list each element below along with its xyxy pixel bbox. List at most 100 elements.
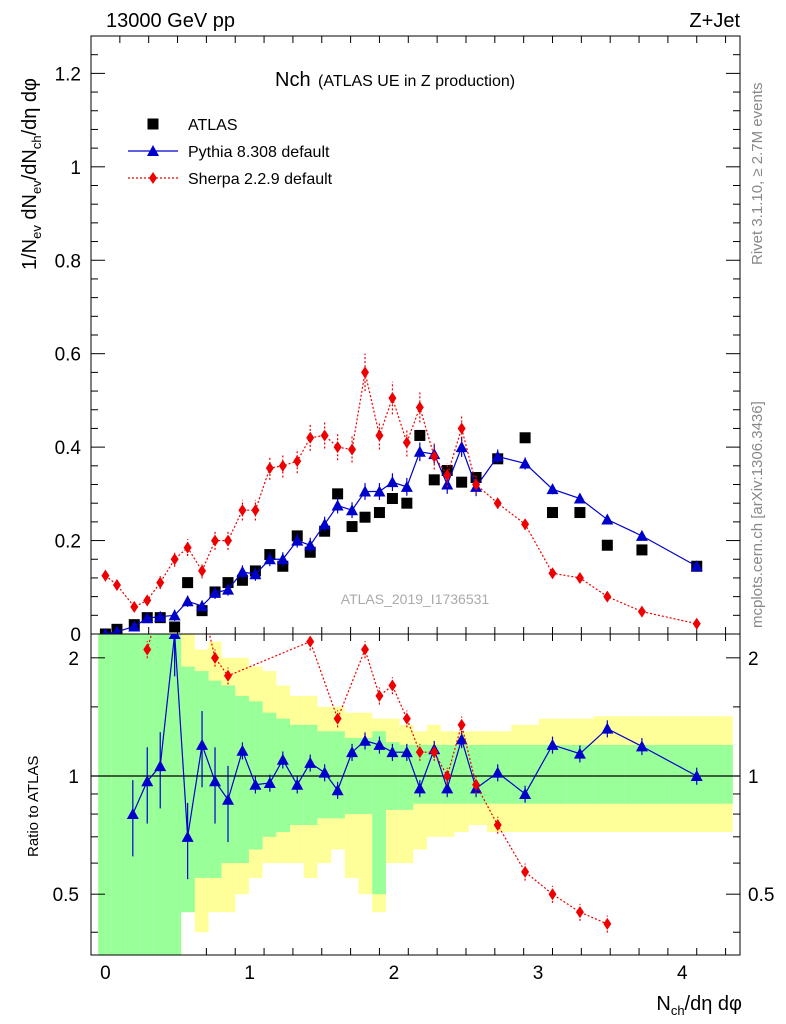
- data-point: [455, 441, 468, 453]
- plot-subtitle: (ATLAS UE in Z production): [318, 73, 515, 90]
- data-point: [375, 429, 384, 442]
- data-point: [276, 553, 289, 565]
- ratio-point: [143, 643, 152, 656]
- ratio-point: [249, 778, 262, 790]
- data-point: [141, 612, 154, 624]
- ratio-point: [457, 718, 466, 731]
- y-tick-label: 1.2: [55, 64, 81, 85]
- data-point: [402, 436, 411, 449]
- data-point: [348, 443, 357, 456]
- data-point: [519, 457, 532, 469]
- ratio-point: [359, 734, 372, 746]
- data-point: [637, 605, 646, 618]
- ratio-point: [141, 775, 154, 787]
- ratio-point: [126, 808, 139, 820]
- ratio-point: [601, 722, 614, 734]
- data-point: [306, 431, 315, 444]
- data-point: [573, 492, 586, 504]
- data-point: [130, 600, 139, 613]
- ratio-tick-label: 1: [68, 767, 79, 788]
- ratio-tick-label-right: 1: [748, 767, 759, 788]
- x-tick-label: 0: [100, 963, 111, 984]
- data-point: [414, 429, 426, 441]
- legend-marker: [147, 118, 159, 130]
- data-point: [156, 576, 165, 589]
- ratio-tick-label-right: 2: [748, 649, 759, 670]
- y-tick-label: 1: [70, 158, 81, 179]
- ratio-point: [690, 770, 703, 782]
- legend-marker: [147, 145, 159, 156]
- data-point: [196, 599, 209, 611]
- band-bin: [669, 744, 733, 804]
- ratio-point: [331, 784, 344, 796]
- data-point: [373, 507, 385, 519]
- ratio-series-0: [126, 634, 703, 880]
- ratio-point: [276, 753, 289, 765]
- ratio-point: [415, 746, 424, 759]
- legend-label: Pythia 8.308 default: [188, 144, 330, 161]
- data-point: [386, 476, 399, 488]
- ratio-point: [196, 738, 209, 750]
- y-tick-label: 0.2: [55, 532, 81, 553]
- main-y-axis-label: 1/Nev dNev/dNch/dη dφ: [19, 78, 44, 270]
- series-line: [105, 372, 697, 625]
- data-point: [238, 504, 247, 517]
- ratio-point: [211, 651, 220, 664]
- data-point: [293, 455, 302, 468]
- ratio-point: [388, 679, 397, 692]
- data-point: [333, 441, 342, 454]
- data-point: [428, 474, 440, 486]
- data-point: [263, 553, 276, 565]
- data-point: [236, 574, 248, 586]
- ratio-point: [402, 712, 411, 725]
- ratio-point: [635, 740, 648, 752]
- data-point: [320, 429, 329, 442]
- data-point: [331, 499, 344, 511]
- uncertainty-bands: [98, 634, 733, 955]
- ratio-series: [126, 597, 703, 933]
- data-point: [278, 459, 287, 472]
- band-bin: [111, 634, 126, 955]
- ratio-point: [222, 793, 235, 805]
- data-point: [359, 511, 371, 523]
- band-bin: [331, 731, 345, 819]
- ratio-point: [575, 906, 584, 919]
- data-point: [493, 497, 502, 510]
- ratio-point: [521, 865, 530, 878]
- ratio-point: [386, 746, 399, 758]
- data-point: [547, 507, 559, 519]
- data-point: [224, 534, 233, 547]
- ratio-point: [373, 738, 386, 750]
- ratio-point: [263, 776, 276, 788]
- data-point: [169, 621, 181, 633]
- ratio-point: [346, 746, 359, 758]
- mcplots-label: mcplots.cern.ch [arXiv:1306.3436]: [749, 401, 766, 628]
- ratio-point: [224, 669, 233, 682]
- data-point: [443, 469, 452, 482]
- ratio-series-1: [143, 597, 612, 933]
- legend-marker: [149, 172, 157, 184]
- data-point: [265, 462, 274, 475]
- ratio-point: [375, 689, 384, 702]
- y-tick-label: 0: [70, 625, 81, 646]
- data-point: [603, 590, 612, 603]
- x-tick-label: 1: [244, 963, 255, 984]
- data-point: [304, 539, 317, 551]
- x-tick-label: 4: [677, 963, 688, 984]
- ratio-point: [430, 746, 439, 759]
- ratio-point: [171, 597, 179, 609]
- process-label: Z+Jet: [689, 10, 740, 32]
- ratio-point: [209, 775, 222, 787]
- ratio-plot-panel: 0 1 2 3 4 0.5 0.5 1 1 2 2: [53, 597, 774, 984]
- data-point: [400, 480, 413, 492]
- data-point: [211, 534, 220, 547]
- data-point: [361, 366, 370, 379]
- band-bin: [98, 634, 112, 955]
- ratio-point: [333, 712, 342, 725]
- data-point: [143, 594, 152, 607]
- data-point: [128, 620, 141, 632]
- ratio-point: [443, 770, 452, 783]
- x-tick-label: 3: [533, 963, 544, 984]
- data-point: [601, 513, 614, 525]
